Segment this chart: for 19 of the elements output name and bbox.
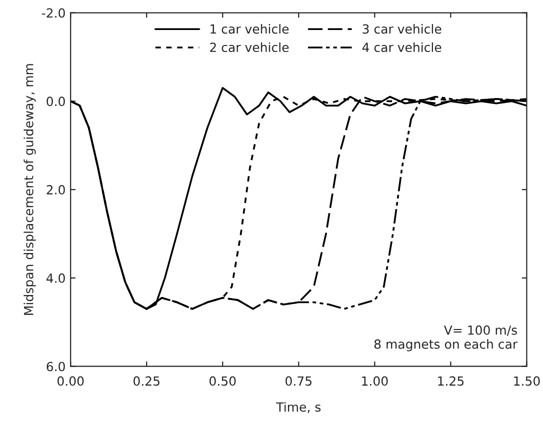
legend-label: 2 car vehicle [210,42,289,52]
y-axis-title: Midspan displacement of guideway, mm [24,64,36,315]
legend-label: 3 car vehicle [362,24,442,34]
x-tick-label: 0.50 [210,376,236,386]
x-axis-title: Time, s [276,402,321,414]
y-tick-label: 0.0 [46,96,65,106]
legend-label: 4 car vehicle [362,42,442,52]
annotation: V= 100 m/s 8 magnets on each car [374,325,518,352]
x-tick-label: 1.50 [514,376,540,386]
x-tick-label: 0.00 [58,376,84,386]
legend-label: 1 car vehicle [210,24,289,34]
x-tick-label: 0.75 [286,376,312,386]
x-tick-label: 1.00 [362,376,388,386]
x-tick-label: 0.25 [134,376,160,386]
y-tick-label: 2.0 [46,185,65,194]
y-tick-label: -2.0 [42,8,65,18]
y-tick-label: 6.0 [46,362,65,372]
x-tick-label: 1.25 [438,376,464,386]
y-tick-label: 4.0 [46,273,65,283]
